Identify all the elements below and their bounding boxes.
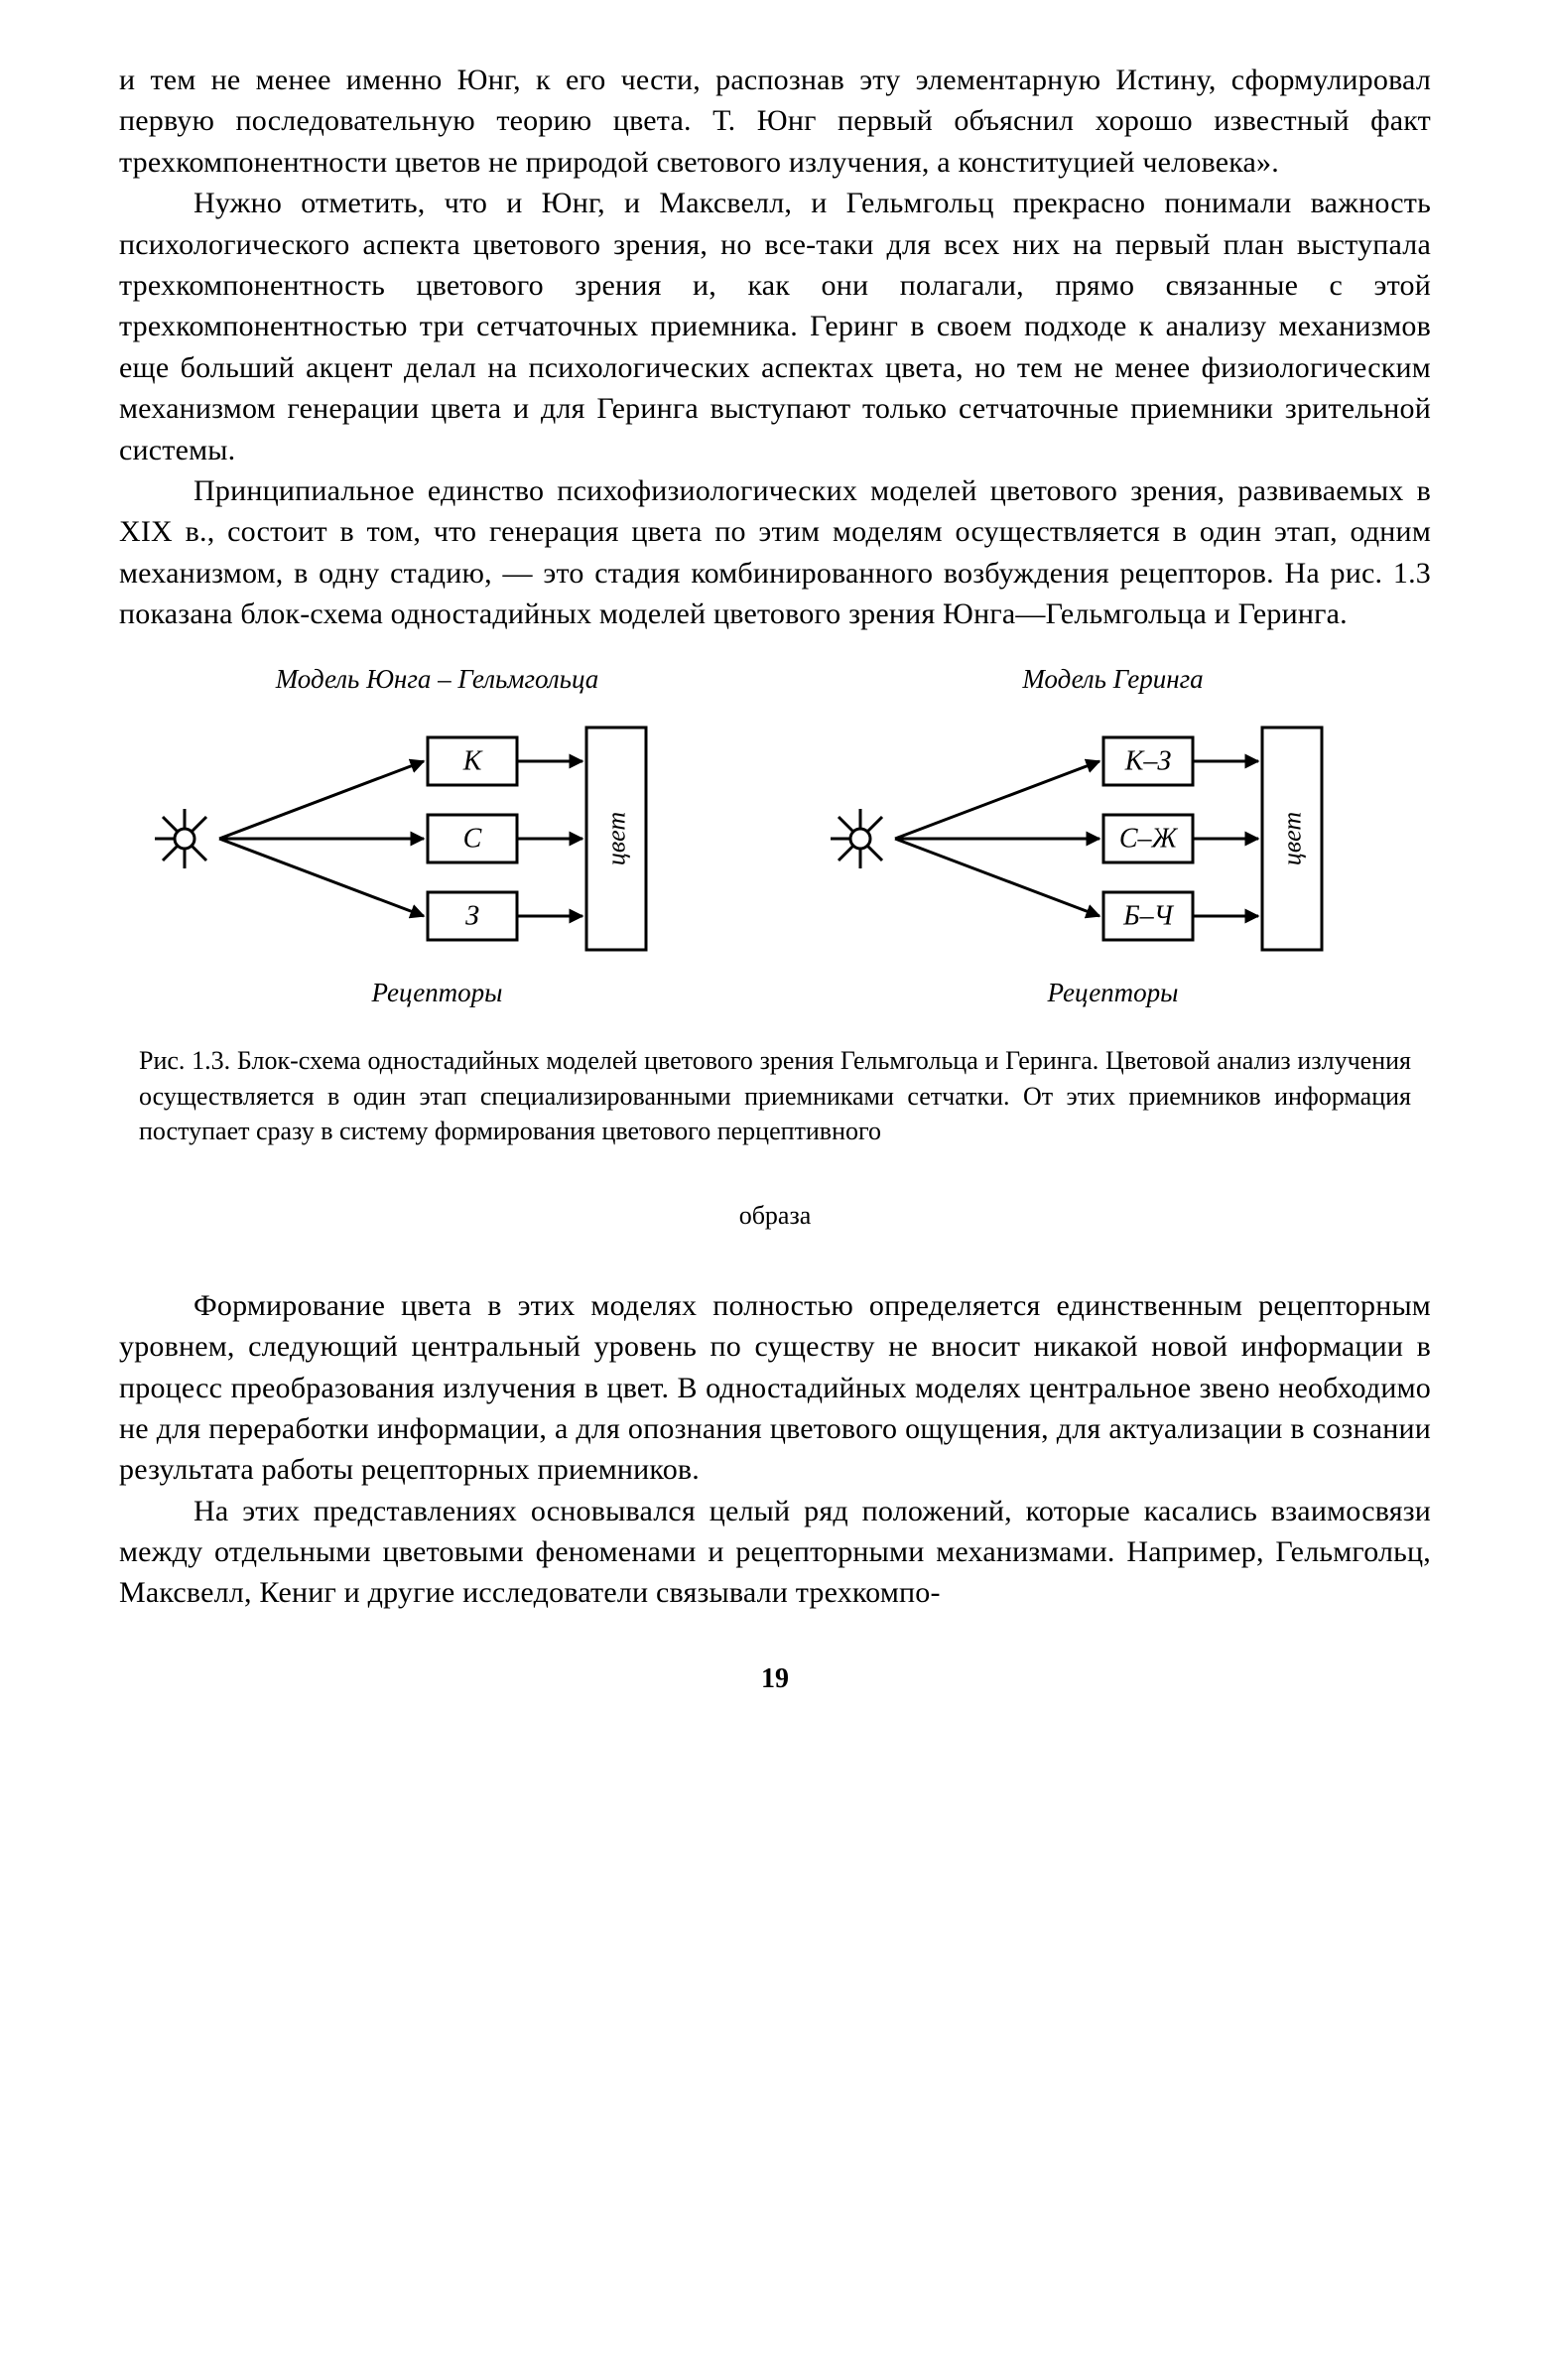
diagram-left-svg: К С Зцвет	[130, 710, 745, 968]
svg-text:З: З	[465, 901, 479, 932]
paragraph-2: Нужно отметить, что и Юнг, и Максвелл, и…	[119, 183, 1431, 470]
diagram-right-bottom: Рецепторы	[1048, 978, 1179, 1008]
paragraph-5: На этих представлениях основывался целый…	[119, 1491, 1431, 1614]
svg-text:К: К	[461, 746, 482, 777]
figure-caption-last: образа	[119, 1201, 1431, 1231]
svg-text:цвет: цвет	[601, 812, 630, 865]
svg-text:Б–Ч: Б–Ч	[1122, 901, 1175, 932]
svg-text:цвет: цвет	[1277, 812, 1306, 865]
svg-text:С: С	[462, 824, 481, 855]
diagram-left: Модель Юнга – Гельмгольца К С Зцвет Рецепт…	[119, 664, 755, 1008]
svg-text:К–З: К–З	[1123, 746, 1171, 777]
paragraph-1: и тем не менее именно Юнг, к его чести, …	[119, 60, 1431, 183]
diagram-right-svg: К–З С–Ж Б–Ч цвет	[806, 710, 1421, 968]
paragraph-3: Принципиальное единство психофизиологиче…	[119, 470, 1431, 635]
page-number: 19	[119, 1663, 1431, 1695]
diagram-right: Модель Геринга К–З С–Ж Б–Ч цвет Рецепторы	[795, 664, 1431, 1008]
diagram-left-bottom: Рецепторы	[372, 978, 503, 1008]
paragraph-4: Формирование цвета в этих моделях полнос…	[119, 1285, 1431, 1491]
diagram-right-title: Модель Геринга	[1022, 664, 1203, 695]
figure-1-3: Модель Юнга – Гельмгольца К С Зцвет Рецепт…	[119, 664, 1431, 1008]
figure-caption: Рис. 1.3. Блок-схема одностадийных модел…	[139, 1043, 1411, 1147]
svg-text:С–Ж: С–Ж	[1118, 824, 1178, 855]
diagram-left-title: Модель Юнга – Гельмгольца	[276, 664, 599, 695]
